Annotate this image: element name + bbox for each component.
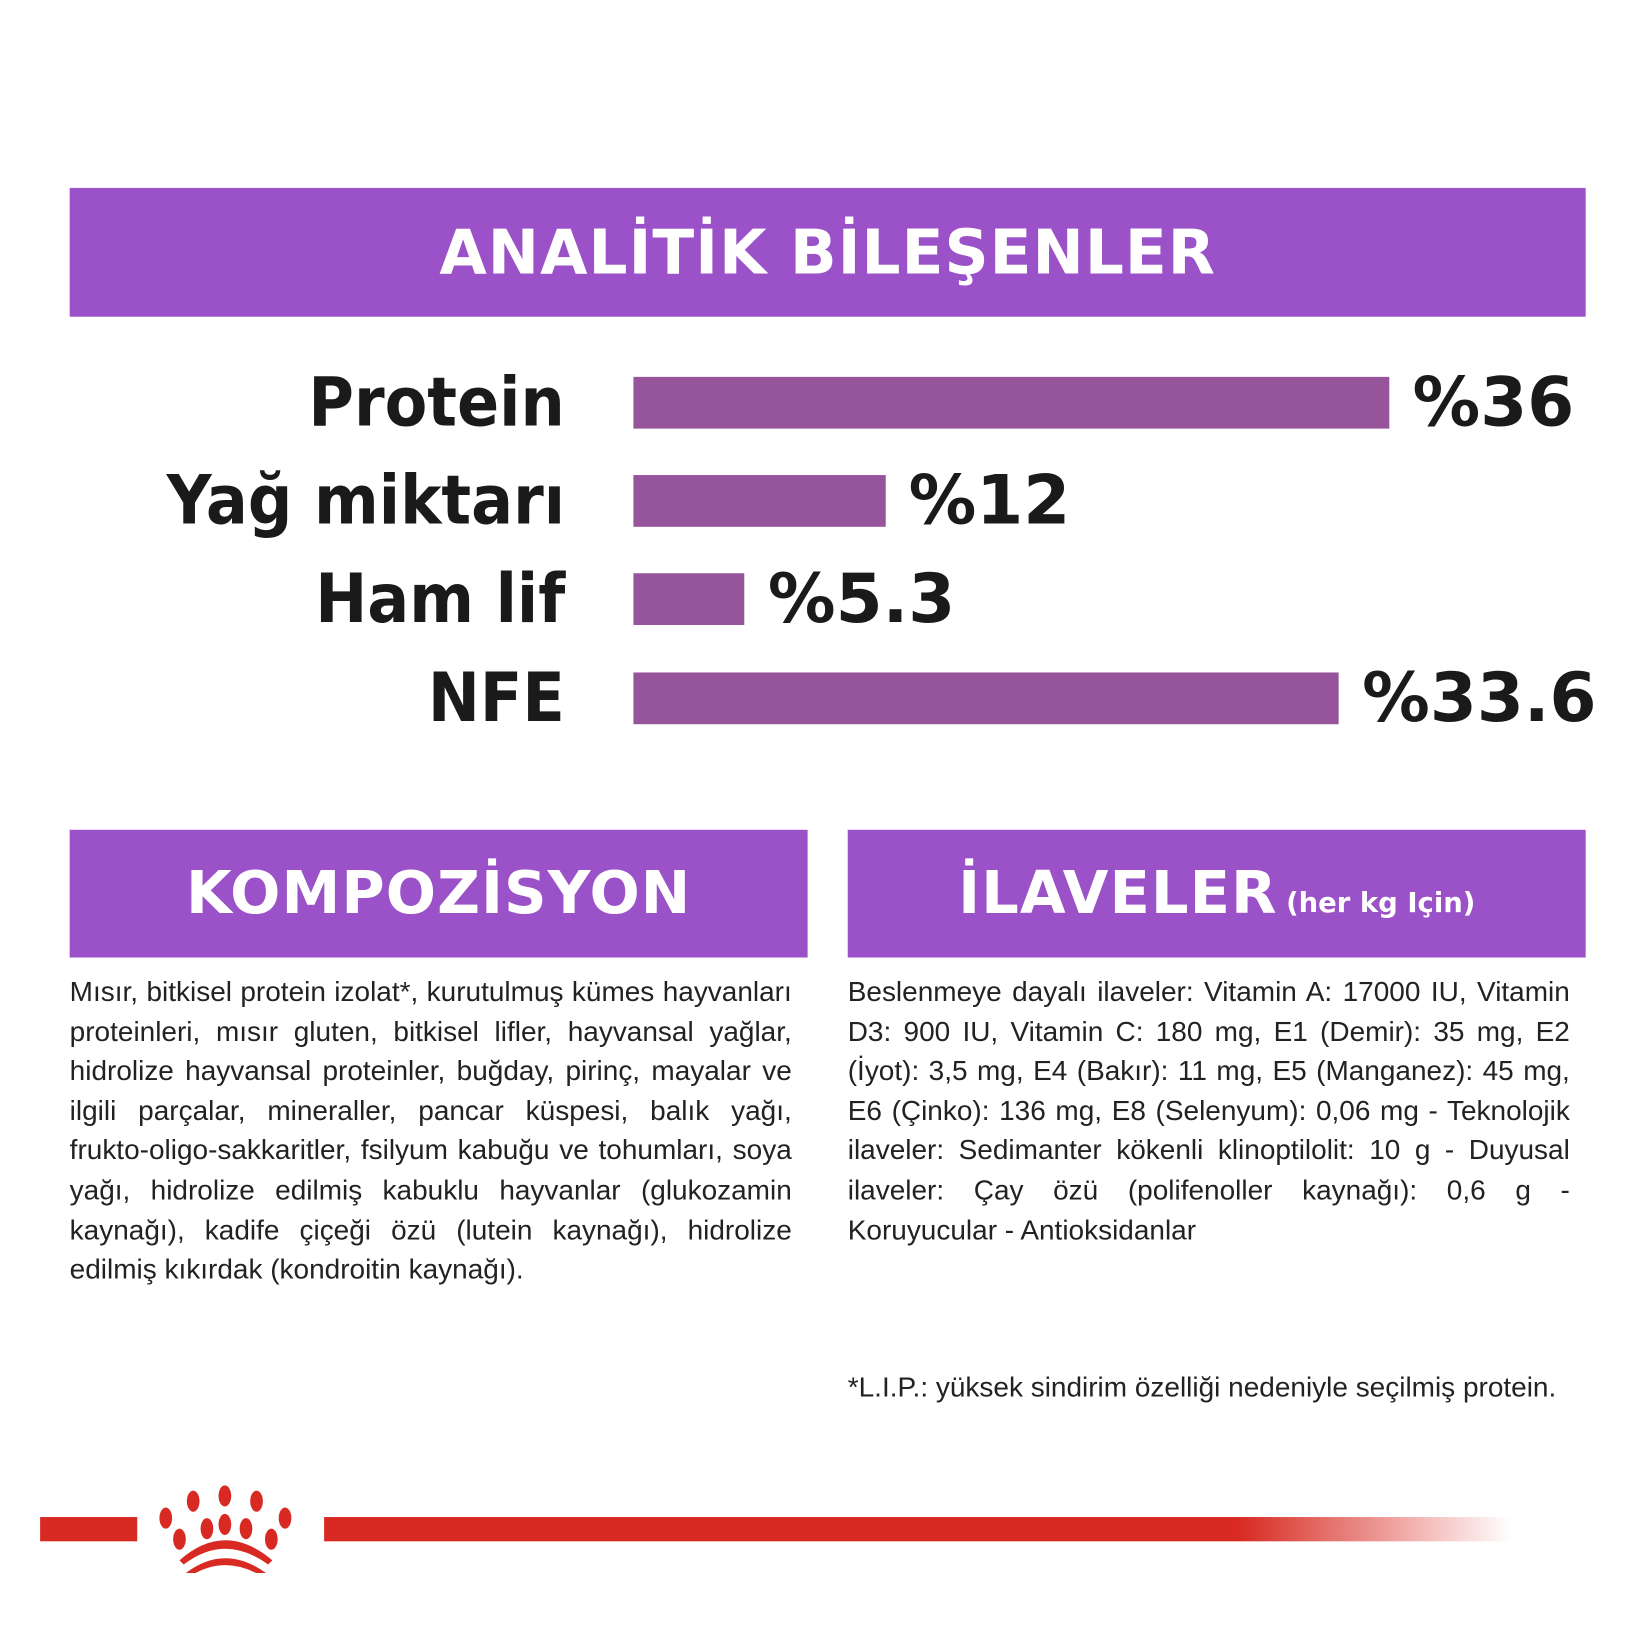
nfe-bar [633,672,1339,725]
fiber-value: %5.3 [767,560,956,639]
nfe-value: %33.6 [1362,659,1597,738]
analytic-title: ANALİTİK BİLEŞENLER [439,216,1217,289]
protein-bar [633,376,1390,429]
nfe-label: NFE [427,659,565,738]
protein-label: Protein [308,364,565,443]
brand-stripe-left [40,1517,138,1542]
royal-canin-crown-logo-icon [159,1485,292,1573]
additives-text: Beslenmeye dayalı ilaveler: Vitamin A: 1… [847,975,1570,1246]
footnote-text: *L.I.P.: yüksek sindirim özelliği nedeni… [847,1371,1557,1404]
composition-header: KOMPOZİSYON [69,829,808,958]
fiber-bar [633,573,745,625]
additives-header: İLAVELER (her kg Için) [847,829,1586,958]
composition-text: Mısır, bitkisel protein izolat*, kurutul… [69,975,792,1285]
analytic-header: ANALİTİK BİLEŞENLER [69,187,1586,317]
additives-subtitle: (her kg Için) [1286,887,1476,919]
brand-stripe-right [324,1517,1512,1542]
fat-value: %12 [908,462,1071,541]
fat-label: Yağ miktarı [166,462,565,541]
fat-bar [633,475,886,527]
fiber-label: Ham lif [314,560,565,639]
protein-value: %36 [1412,364,1575,443]
composition-title: KOMPOZİSYON [185,859,692,928]
additives-title: İLAVELER [958,859,1278,928]
